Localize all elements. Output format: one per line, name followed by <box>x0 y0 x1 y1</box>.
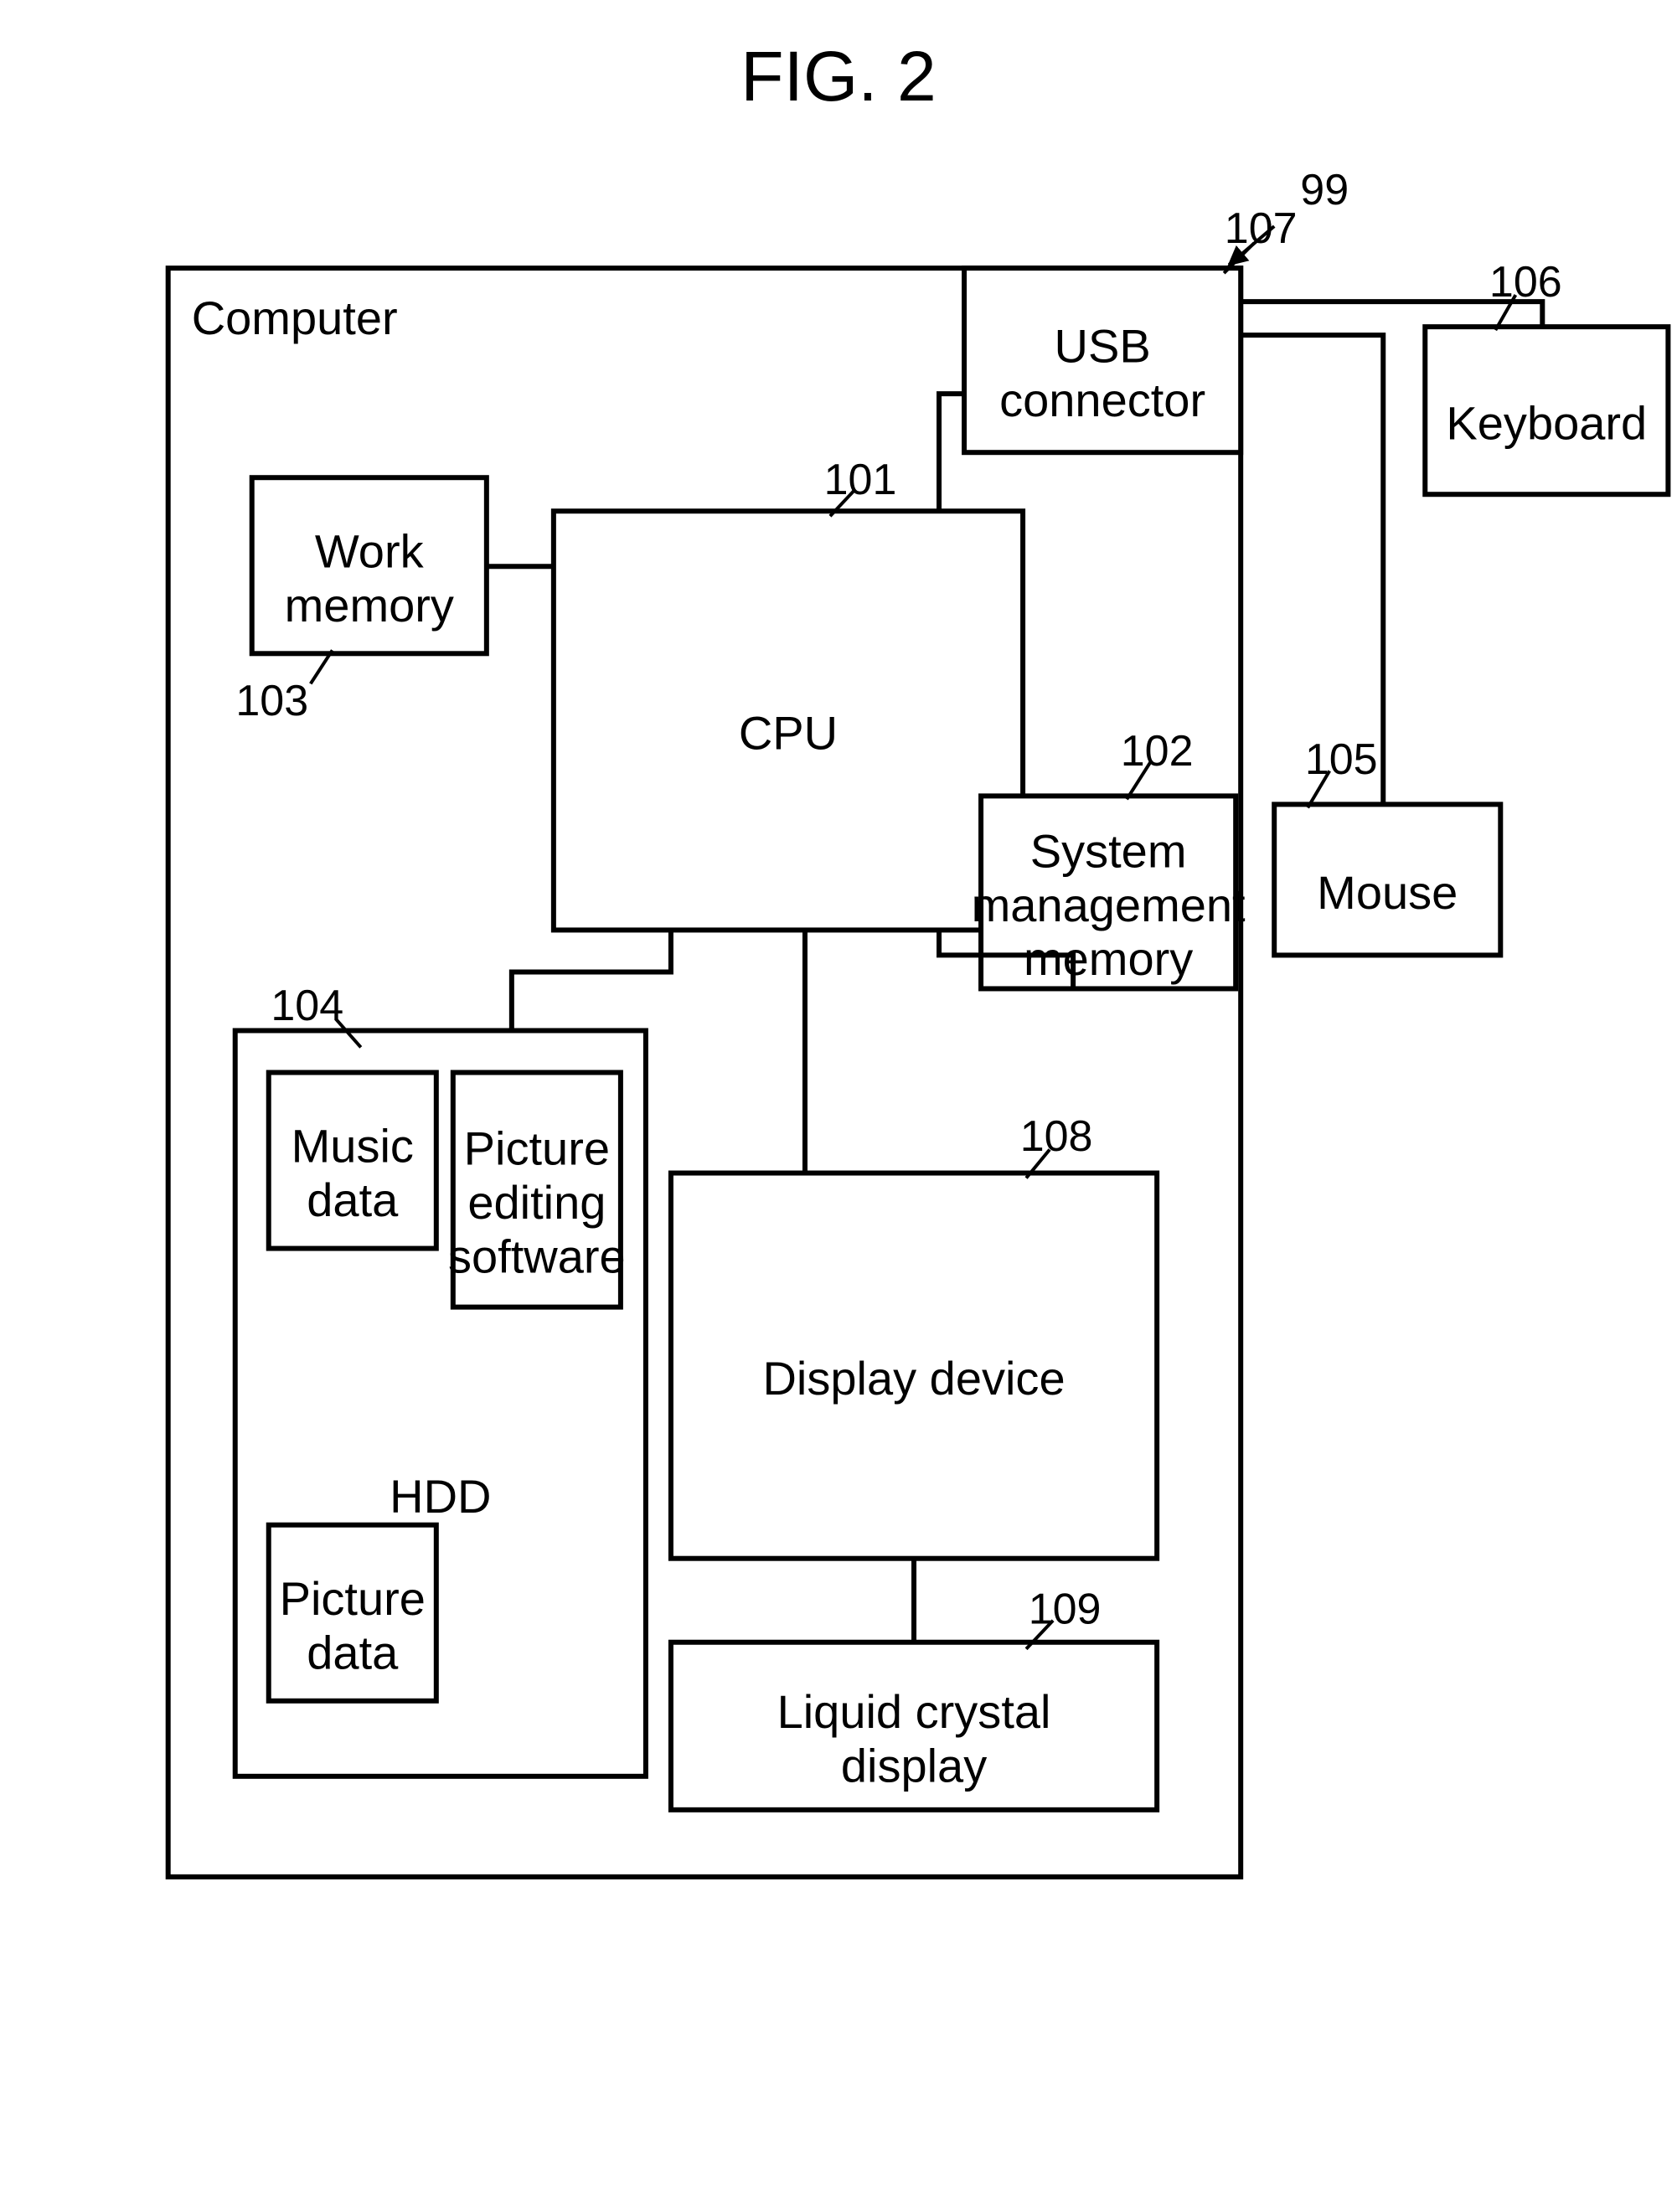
svg-text:105: 105 <box>1305 735 1378 784</box>
keyboard-box: Keyboard <box>1425 327 1668 494</box>
svg-text:management: management <box>972 879 1246 931</box>
pict_data-box: Picturedata <box>269 1525 436 1701</box>
svg-text:memory: memory <box>1024 932 1193 985</box>
svg-text:Display device: Display device <box>762 1352 1065 1405</box>
svg-text:Mouse: Mouse <box>1317 866 1458 919</box>
svg-text:104: 104 <box>271 982 343 1030</box>
cpu-box: CPU <box>554 511 1023 930</box>
ref-mouse: 105 <box>1305 735 1378 807</box>
svg-text:Picture: Picture <box>280 1572 426 1625</box>
svg-text:Liquid crystal: Liquid crystal <box>777 1685 1051 1738</box>
work_mem-box: Workmemory <box>252 477 487 653</box>
ref-usb: 107 <box>1224 204 1297 273</box>
svg-text:Music: Music <box>292 1120 414 1173</box>
sys_mem-box: Systemmanagementmemory <box>972 796 1246 988</box>
svg-text:99: 99 <box>1300 166 1349 214</box>
svg-text:103: 103 <box>235 677 308 725</box>
svg-text:memory: memory <box>285 579 454 632</box>
svg-text:Work: Work <box>315 524 425 577</box>
svg-text:CPU: CPU <box>739 707 838 760</box>
display-box: Display device <box>671 1173 1157 1559</box>
svg-text:display: display <box>841 1739 987 1792</box>
svg-text:System: System <box>1030 824 1187 877</box>
svg-text:Keyboard: Keyboard <box>1446 397 1647 450</box>
connector-6 <box>1241 335 1383 804</box>
svg-text:editing: editing <box>467 1176 606 1229</box>
svg-text:Computer: Computer <box>192 291 398 344</box>
mouse-box: Mouse <box>1274 804 1500 955</box>
svg-text:software: software <box>448 1230 626 1282</box>
svg-text:connector: connector <box>999 374 1205 426</box>
svg-text:HDD: HDD <box>390 1470 491 1523</box>
svg-text:101: 101 <box>824 456 897 504</box>
pict_sw-box: Pictureeditingsoftware <box>448 1072 626 1307</box>
music-box: Musicdata <box>269 1072 436 1248</box>
svg-text:Picture: Picture <box>464 1122 610 1175</box>
svg-text:108: 108 <box>1020 1112 1093 1161</box>
ref-keyboard: 106 <box>1489 258 1562 330</box>
usb-box: USBconnector <box>964 268 1241 452</box>
figure-title: FIG. 2 <box>740 37 936 116</box>
lcd-box: Liquid crystaldisplay <box>671 1642 1157 1810</box>
svg-text:USB: USB <box>1055 319 1151 372</box>
svg-text:data: data <box>307 1173 399 1226</box>
svg-text:102: 102 <box>1121 727 1194 776</box>
svg-text:data: data <box>307 1626 399 1678</box>
svg-text:107: 107 <box>1225 204 1298 253</box>
svg-text:106: 106 <box>1489 258 1562 307</box>
svg-text:109: 109 <box>1029 1585 1102 1633</box>
